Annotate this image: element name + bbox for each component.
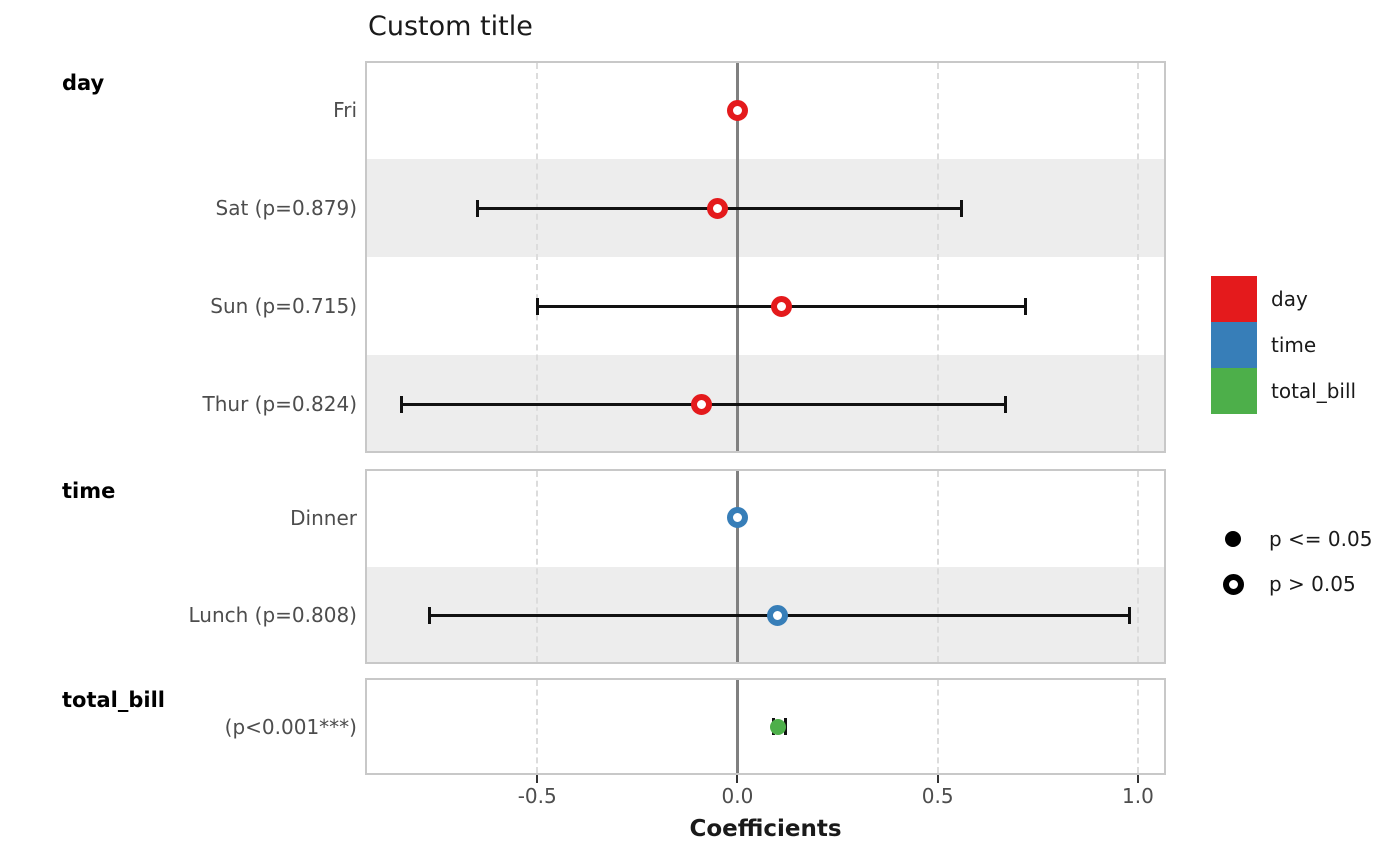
point-marker-open xyxy=(726,507,748,529)
panel-day xyxy=(365,61,1166,453)
color-legend-label: day xyxy=(1271,287,1308,311)
x-axis-tick-label: 0.5 xyxy=(921,784,954,808)
gridline-dashed xyxy=(936,63,939,451)
zero-reference-line xyxy=(735,471,739,662)
row-label: (p<0.001***) xyxy=(224,714,357,739)
row-label: Sat (p=0.879) xyxy=(215,196,357,220)
point-marker-open xyxy=(690,393,712,415)
chart-title: Custom title xyxy=(368,11,533,42)
error-bar-cap xyxy=(399,395,403,413)
row-label: Lunch (p=0.808) xyxy=(188,603,358,628)
x-axis-tick xyxy=(536,775,539,783)
point-marker-open xyxy=(767,604,788,626)
color-legend-swatch-total_bill xyxy=(1211,368,1257,414)
x-axis-tick xyxy=(1136,775,1139,783)
gridline-dashed xyxy=(936,680,939,773)
error-bar-cap xyxy=(535,297,539,315)
error-bar-cap xyxy=(1128,606,1132,624)
color-legend-label: time xyxy=(1271,333,1317,357)
color-legend-swatch-time xyxy=(1211,322,1257,368)
row-label: Dinner xyxy=(290,505,357,530)
x-axis-tick xyxy=(936,775,939,783)
row-label: Fri xyxy=(333,98,357,122)
facet-label-day: day xyxy=(62,71,105,95)
shape-legend-filled-circle-icon xyxy=(1225,531,1241,547)
point-marker-open xyxy=(771,295,793,317)
zero-reference-line xyxy=(735,63,739,451)
error-bar-cap xyxy=(427,606,431,624)
error-bar-cap xyxy=(1024,297,1028,315)
x-axis-tick-label: 1.0 xyxy=(1122,784,1154,808)
gridline-dashed xyxy=(1136,471,1139,662)
point-marker-filled xyxy=(769,718,786,735)
gridline-dashed xyxy=(536,680,539,773)
shape-legend-label: p > 0.05 xyxy=(1269,572,1356,596)
gridline-dashed xyxy=(1136,63,1139,451)
zero-reference-line xyxy=(735,680,739,773)
error-bar-cap xyxy=(784,718,788,735)
panel-total_bill xyxy=(365,678,1166,775)
color-legend-label: total_bill xyxy=(1271,379,1357,403)
error-bar-cap xyxy=(475,199,479,217)
point-marker-open xyxy=(726,99,748,121)
shape-legend-open-circle-icon xyxy=(1222,573,1244,595)
row-label: Sun (p=0.715) xyxy=(210,294,357,318)
gridline-dashed xyxy=(536,63,539,451)
facet-label-time: time xyxy=(62,479,116,503)
gridline-dashed xyxy=(536,471,539,662)
row-label: Thur (p=0.824) xyxy=(202,392,357,416)
color-legend-swatch-day xyxy=(1211,276,1257,322)
x-axis-title: Coefficients xyxy=(689,816,842,842)
x-axis-tick xyxy=(736,775,739,783)
x-axis-tick-label: -0.5 xyxy=(517,784,557,808)
x-axis-tick-label: 0.0 xyxy=(721,784,754,808)
gridline-dashed xyxy=(936,471,939,662)
point-marker-open xyxy=(706,197,728,219)
error-bar-cap xyxy=(960,199,964,217)
gridline-dashed xyxy=(1136,680,1139,773)
shape-legend-label: p <= 0.05 xyxy=(1269,527,1373,551)
error-bar-cap xyxy=(1004,395,1008,413)
panel-time xyxy=(365,469,1166,664)
facet-label-total_bill: total_bill xyxy=(62,688,166,712)
